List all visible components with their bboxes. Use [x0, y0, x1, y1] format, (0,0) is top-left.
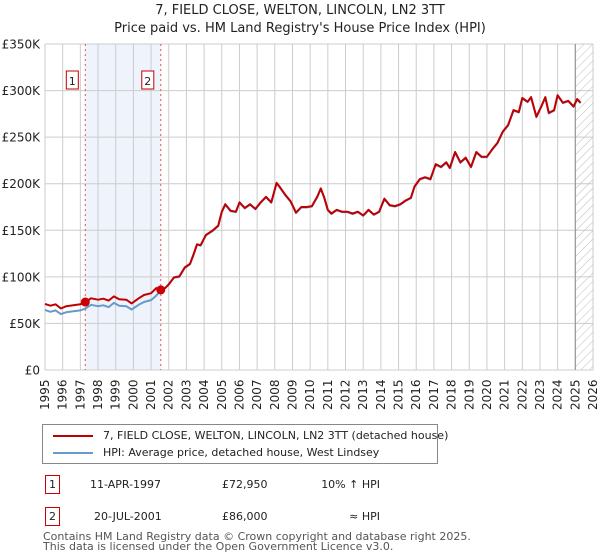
transaction-price: £86,000	[222, 510, 268, 523]
y-tick-label: £0	[25, 364, 40, 378]
chart-subtitle: Price paid vs. HM Land Registry's House …	[114, 21, 486, 36]
property-price-line	[44, 94, 582, 310]
y-tick-label: £250K	[2, 131, 42, 145]
x-tick-label: 2004	[197, 379, 211, 410]
x-tick-label: 2026	[586, 379, 600, 410]
x-tick-label: 2003	[179, 379, 193, 410]
chart-title: 7, FIELD CLOSE, WELTON, LINCOLN, LN2 3TT	[155, 3, 445, 18]
x-tick-label: 2006	[232, 379, 246, 410]
attribution-line-2: This data is licensed under the Open Gov…	[43, 540, 394, 553]
attribution: Contains HM Land Registry data © Crown c…	[43, 530, 471, 553]
x-tick-label: 2001	[144, 379, 158, 410]
transaction-price: £72,950	[222, 478, 268, 491]
transaction-hpi-comparison: ≈ HPI	[349, 510, 380, 523]
y-tick-label: £350K	[2, 38, 42, 52]
x-tick-label: 1998	[91, 379, 105, 410]
chart-legend: 7, FIELD CLOSE, WELTON, LINCOLN, LN2 3TT…	[42, 424, 448, 464]
sale-number-label: 1	[69, 75, 76, 88]
x-tick-label: 2021	[498, 379, 512, 410]
x-tick-label: 2015	[392, 379, 406, 410]
x-tick-label: 2017	[427, 379, 441, 410]
transaction-row: 1 11-APR-1997 £72,950 10% ↑ HPI	[0, 475, 600, 499]
sale-point-marker	[156, 285, 166, 295]
y-tick-label: £300K	[2, 84, 42, 98]
x-tick-label: 2018	[445, 379, 459, 410]
forecast-hatch	[575, 44, 593, 370]
x-tick-label: 2005	[215, 379, 229, 410]
x-tick-label: 2009	[285, 379, 299, 410]
x-tick-label: 2013	[356, 379, 370, 410]
transaction-date: 20-JUL-2001	[94, 510, 162, 523]
x-tick-label: 1996	[56, 379, 70, 410]
x-tick-label: 2011	[321, 379, 335, 410]
legend-swatch-hpi	[53, 452, 93, 454]
x-tick-label: 2010	[303, 379, 317, 410]
legend-swatch-property	[53, 435, 93, 437]
y-tick-label: £100K	[2, 270, 42, 284]
transaction-marker: 1	[45, 475, 60, 494]
transaction-date: 11-APR-1997	[90, 478, 162, 491]
price-chart: 1 2 £0 £50K £100K £150K £200K £250K £300K £350K 1…	[2, 38, 600, 411]
x-tick-label: 2007	[250, 379, 264, 410]
x-tick-label: 2014	[374, 379, 388, 410]
y-tick-label: £200K	[2, 177, 42, 191]
y-tick-label: £50K	[9, 317, 41, 331]
x-tick-label: 2024	[551, 379, 565, 410]
transaction-row: 2 20-JUL-2001 £86,000 ≈ HPI	[0, 507, 600, 531]
x-tick-label: 1997	[73, 379, 87, 410]
transaction-marker: 2	[45, 507, 60, 526]
legend-label-property: 7, FIELD CLOSE, WELTON, LINCOLN, LN2 3TT…	[103, 429, 449, 442]
attribution-line-1: Contains HM Land Registry data © Crown c…	[43, 530, 471, 543]
x-tick-label: 2016	[409, 379, 423, 410]
ownership-period-shade	[85, 44, 161, 370]
legend-label-hpi: HPI: Average price, detached house, West…	[103, 446, 380, 459]
sale-point-marker	[80, 297, 90, 307]
x-tick-label: 1999	[109, 379, 123, 410]
x-tick-label: 1995	[38, 379, 52, 410]
x-tick-label: 2025	[568, 379, 582, 410]
x-tick-label: 2008	[268, 379, 282, 410]
x-tick-label: 2019	[462, 379, 476, 410]
sale-number-label: 2	[144, 75, 151, 88]
x-tick-label: 2022	[515, 379, 529, 410]
x-tick-label: 2002	[162, 379, 176, 410]
x-tick-label: 2000	[126, 379, 140, 410]
transaction-hpi-comparison: 10% ↑ HPI	[321, 478, 380, 491]
y-tick-label: £150K	[2, 224, 42, 238]
x-tick-label: 2012	[339, 379, 353, 410]
sale-number-box	[141, 70, 155, 90]
x-tick-label: 2020	[480, 379, 494, 410]
sale-number-box	[65, 70, 79, 90]
x-tick-label: 2023	[533, 379, 547, 410]
